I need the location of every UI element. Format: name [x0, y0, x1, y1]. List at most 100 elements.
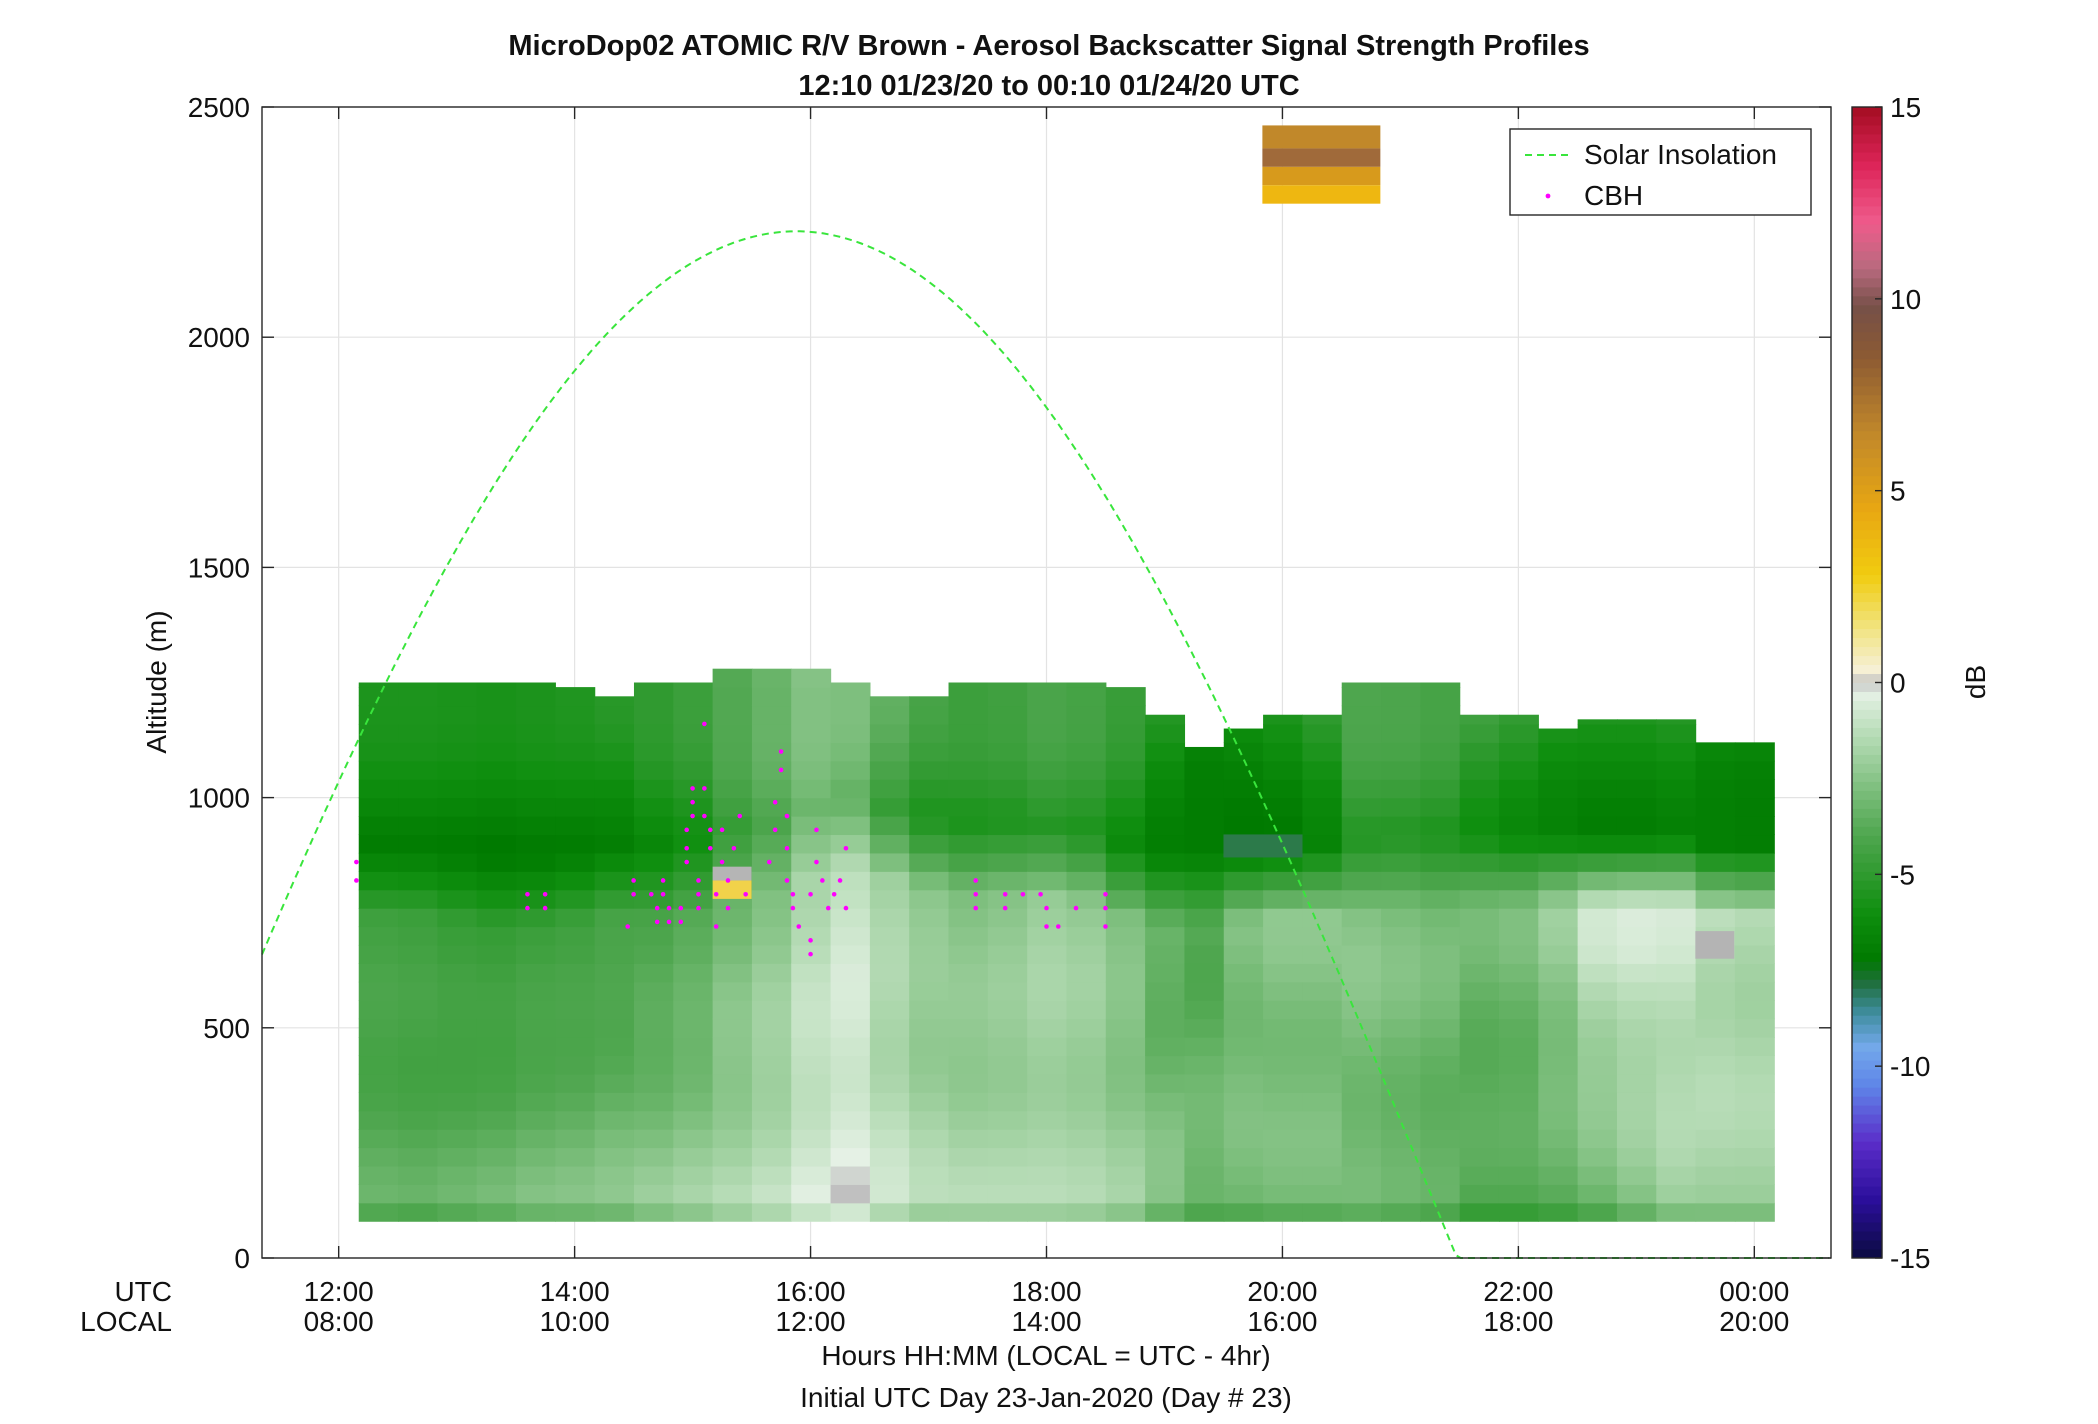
- heatmap-cell: [1695, 1000, 1736, 1020]
- heatmap-cell: [1577, 1073, 1618, 1093]
- heatmap-cell: [1105, 1202, 1146, 1222]
- heatmap-cell: [791, 779, 832, 799]
- heatmap-cell: [1184, 1202, 1225, 1222]
- heatmap-cell: [791, 723, 832, 743]
- heatmap-cell: [476, 1129, 517, 1149]
- artifact-cell: [712, 866, 752, 881]
- heatmap-cell: [1420, 1055, 1461, 1075]
- cbh-point: [707, 827, 713, 833]
- heatmap-cell: [1341, 871, 1382, 891]
- heatmap-cell: [1420, 1092, 1461, 1112]
- heatmap-cell: [1695, 1018, 1736, 1038]
- heatmap-cell: [1341, 1110, 1382, 1130]
- heatmap-cell: [712, 1165, 753, 1185]
- heatmap-cell: [830, 1000, 871, 1020]
- heatmap-cell: [1734, 1147, 1775, 1167]
- heatmap-cell: [1577, 834, 1618, 854]
- heatmap-cell: [1302, 742, 1343, 762]
- cbh-point: [542, 905, 548, 911]
- heatmap-cell: [1184, 981, 1225, 1001]
- heatmap-cell: [437, 687, 478, 707]
- heatmap-cell: [633, 1184, 674, 1204]
- heatmap-cell: [1616, 1165, 1657, 1185]
- heatmap-cell: [1145, 1073, 1186, 1093]
- heatmap-cell: [1145, 714, 1186, 725]
- heatmap-cell: [1223, 1018, 1264, 1038]
- heatmap-cell: [1341, 1129, 1382, 1149]
- heatmap-cell: [1105, 1018, 1146, 1038]
- heatmap-cell: [1184, 1000, 1225, 1020]
- heatmap-cell: [1695, 1037, 1736, 1057]
- heatmap-cell: [1027, 944, 1068, 964]
- heatmap-cell: [1420, 1037, 1461, 1057]
- colorbar-segment: [1852, 826, 1882, 836]
- colorbar-segment: [1852, 142, 1882, 153]
- heatmap-cell: [1656, 1129, 1697, 1149]
- heatmap-cell: [633, 1018, 674, 1038]
- colorbar-segment: [1852, 583, 1882, 594]
- heatmap-cell: [909, 963, 950, 983]
- heatmap-cell: [1616, 719, 1657, 725]
- heatmap-cell: [909, 1129, 950, 1149]
- heatmap-cell: [1538, 908, 1579, 928]
- heatmap-cell: [1616, 889, 1657, 909]
- heatmap-cell: [476, 1000, 517, 1020]
- cbh-point: [660, 891, 666, 897]
- heatmap-cell: [1105, 852, 1146, 872]
- heatmap-cell: [1341, 834, 1382, 854]
- heatmap-cell: [398, 1037, 438, 1057]
- heatmap-cell: [712, 742, 753, 762]
- heatmap-cell: [1616, 871, 1657, 891]
- heatmap-cell: [673, 687, 714, 707]
- heatmap-cell: [1459, 816, 1500, 836]
- heatmap-cell: [869, 981, 910, 1001]
- heatmap-cell: [791, 668, 832, 688]
- heatmap-cell: [1734, 779, 1775, 799]
- heatmap-cell: [1616, 779, 1657, 799]
- heatmap-cell: [398, 1018, 438, 1038]
- heatmap-cell: [1734, 797, 1775, 817]
- heatmap-cell: [1459, 1202, 1500, 1222]
- heatmap-cell: [1381, 1055, 1421, 1075]
- heatmap-cell: [1105, 1092, 1146, 1112]
- heatmap-cell: [437, 1037, 478, 1057]
- heatmap-cell: [437, 1129, 478, 1149]
- heatmap-cell: [1656, 981, 1697, 1001]
- heatmap-cell: [1734, 889, 1775, 909]
- heatmap-cell: [1420, 816, 1461, 836]
- heatmap-cell: [1263, 797, 1304, 817]
- heatmap-cell: [476, 779, 517, 799]
- heatmap-cell: [987, 1184, 1028, 1204]
- heatmap-cell: [909, 816, 950, 836]
- heatmap-cell: [1027, 1092, 1068, 1112]
- heatmap-cell: [1184, 779, 1225, 799]
- heatmap-cell: [1498, 816, 1539, 836]
- heatmap-cell: [1066, 742, 1107, 762]
- colorbar: -15 -10 -5 0 5 10 15: [1852, 92, 1930, 1274]
- heatmap-cell: [987, 1055, 1028, 1075]
- heatmap-cell: [909, 908, 950, 928]
- heatmap-cell: [1341, 682, 1382, 688]
- heatmap-cell: [751, 944, 792, 964]
- heatmap-cell: [1341, 1147, 1382, 1167]
- heatmap-cell: [948, 852, 989, 872]
- cbh-point: [1002, 891, 1008, 897]
- heatmap-cell: [1577, 1147, 1618, 1167]
- colorbar-segment: [1852, 340, 1882, 351]
- colorbar-tick-label: 10: [1890, 284, 1921, 315]
- heatmap-cell: [1616, 816, 1657, 836]
- heatmap-cell: [1105, 705, 1146, 725]
- heatmap-cell: [948, 723, 989, 743]
- heatmap-cell: [1302, 1018, 1343, 1038]
- legend-cbh-swatch: [1545, 193, 1551, 199]
- heatmap-cell: [398, 742, 438, 762]
- heatmap-cell: [987, 871, 1028, 891]
- heatmap-cell: [1538, 1000, 1579, 1020]
- heatmap-cell: [1616, 981, 1657, 1001]
- colorbar-segment: [1852, 448, 1882, 459]
- cbh-point: [678, 905, 684, 911]
- heatmap-cell: [1263, 742, 1304, 762]
- heatmap-cell: [751, 816, 792, 836]
- heatmap-cell: [1223, 1165, 1264, 1185]
- heatmap-cell: [1459, 1110, 1500, 1130]
